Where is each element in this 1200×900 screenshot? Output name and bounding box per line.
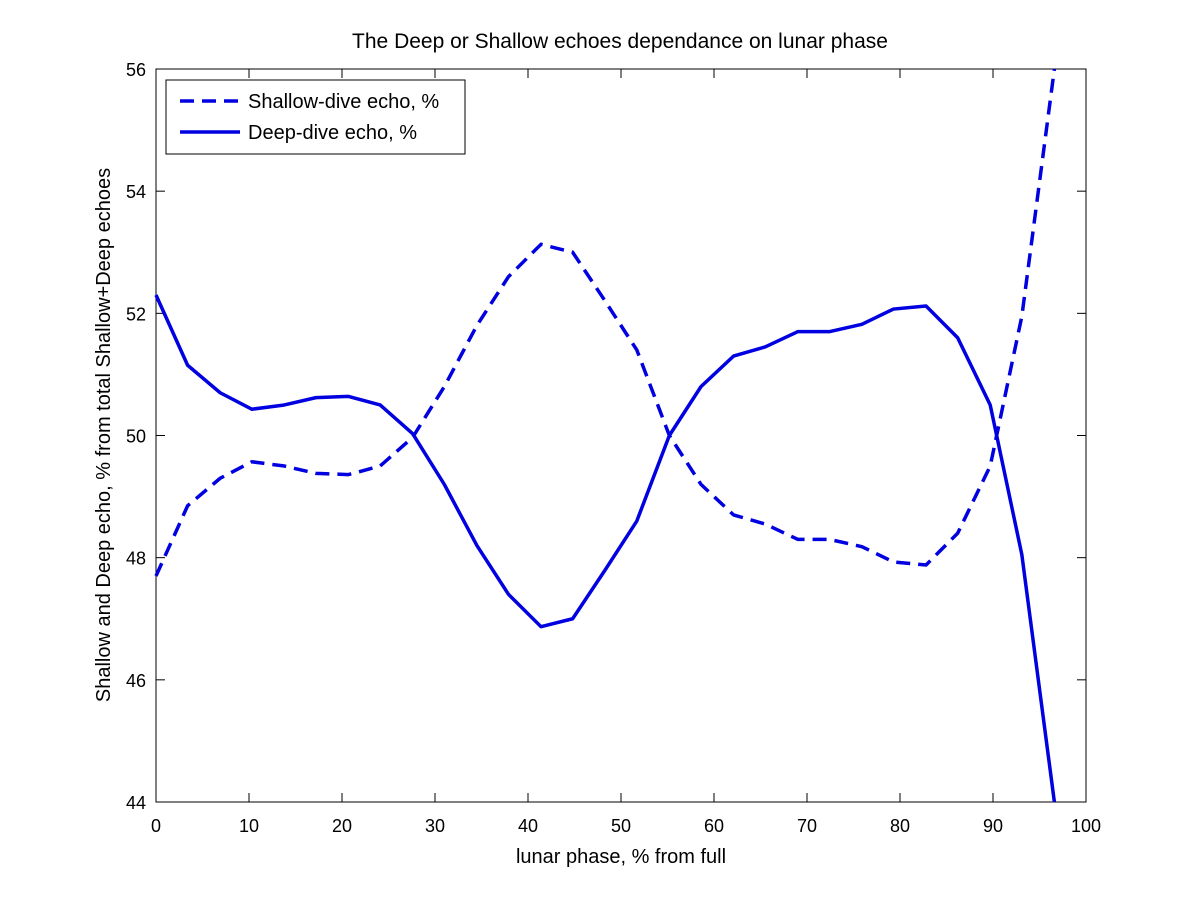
x-tick-label: 10 (239, 816, 259, 836)
chart-title: The Deep or Shallow echoes dependance on… (352, 30, 888, 53)
x-tick-label: 40 (518, 816, 538, 836)
x-tick-label: 0 (151, 816, 161, 836)
y-tick-label: 52 (126, 304, 146, 324)
y-tick-label: 44 (126, 793, 146, 813)
y-axis: 44 46 48 50 52 54 56 (126, 60, 1086, 813)
series-line-deep (154, 294, 1057, 803)
plot-area (155, 68, 1087, 803)
x-axis-label: lunar phase, % from full (516, 846, 726, 868)
x-tick-label: 100 (1071, 816, 1101, 836)
x-tick-label: 20 (332, 816, 352, 836)
x-tick-label: 50 (611, 816, 631, 836)
legend-box (165, 79, 466, 155)
x-tick-label: 80 (890, 816, 910, 836)
x-tick-label: 60 (704, 816, 724, 836)
series-line-shallow (154, 68, 1057, 577)
x-tick-label: 70 (797, 816, 817, 836)
legend: Shallow-dive echo, % Deep-dive echo, % (165, 79, 466, 155)
y-tick-label: 46 (126, 671, 146, 691)
y-tick-label: 56 (126, 60, 146, 80)
x-tick-label: 90 (983, 816, 1003, 836)
x-tick-label: 30 (425, 816, 445, 836)
y-axis-label: Shallow and Deep echo, % from total Shal… (93, 168, 115, 702)
y-tick-label: 48 (126, 549, 146, 569)
y-tick-label: 54 (126, 182, 146, 202)
legend-label-shallow: Shallow-dive echo, % (248, 91, 439, 113)
x-axis: 0 10 20 30 40 50 60 70 80 90 100 (151, 69, 1101, 836)
legend-label-deep: Deep-dive echo, % (248, 122, 417, 144)
series-layer (154, 68, 1057, 803)
y-tick-label: 50 (126, 427, 146, 447)
axes-box (155, 68, 1087, 803)
